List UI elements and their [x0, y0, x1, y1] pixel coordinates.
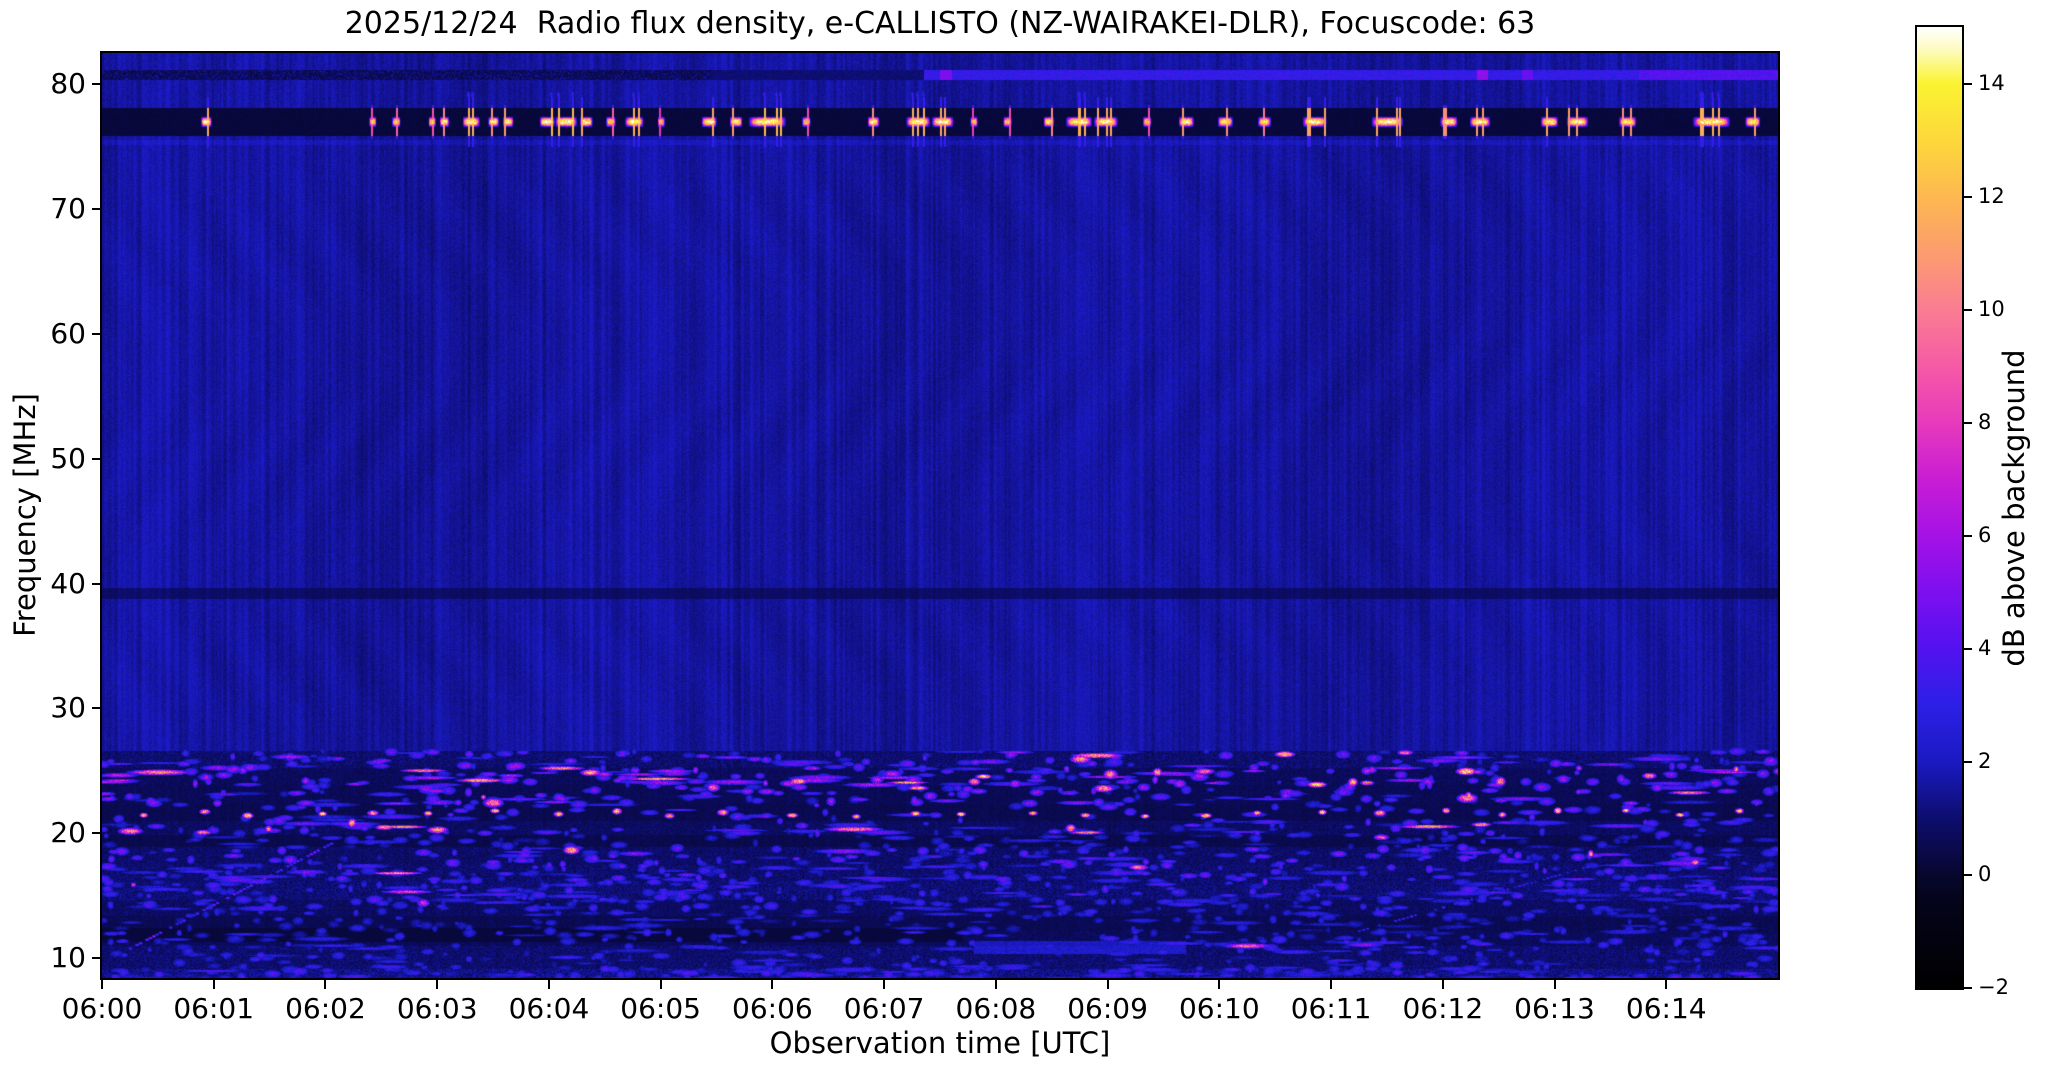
colorbar-tick-label: 4	[1978, 635, 1992, 660]
x-tick-mark	[659, 980, 662, 989]
colorbar-tick-label: 8	[1978, 409, 1992, 434]
x-tick-mark	[1665, 980, 1668, 989]
colorbar-tick-mark	[1964, 873, 1972, 876]
x-tick-mark	[547, 980, 550, 989]
colorbar-tick-mark	[1964, 987, 1972, 989]
colorbar-tick-mark	[1964, 534, 1972, 537]
x-tick-label: 06:04	[508, 992, 590, 1025]
x-tick-mark	[212, 980, 215, 989]
chart-title: 2025/12/24 Radio flux density, e-CALLIST…	[344, 6, 1536, 41]
x-tick-label: 06:00	[61, 992, 143, 1025]
colorbar-tick-label: 2	[1978, 748, 1992, 773]
y-tick-mark	[92, 957, 101, 960]
x-tick-mark	[101, 980, 103, 989]
x-tick-label: 06:14	[1625, 992, 1707, 1025]
y-tick-mark	[92, 208, 101, 211]
x-tick-label: 06:12	[1402, 992, 1484, 1025]
x-tick-label: 06:13	[1514, 992, 1595, 1025]
colorbar-tick-label: −2	[1978, 975, 2009, 999]
x-tick-mark	[771, 980, 774, 989]
x-axis-label: Observation time [UTC]	[769, 1026, 1111, 1060]
colorbar-gradient	[1917, 27, 1962, 988]
x-tick-mark	[1218, 980, 1221, 989]
x-tick-mark	[1330, 980, 1333, 989]
y-tick-mark	[92, 707, 101, 710]
y-tick-label: 40	[50, 566, 86, 600]
y-tick-label: 70	[50, 192, 86, 226]
y-tick-mark	[92, 83, 101, 86]
x-tick-mark	[324, 980, 327, 989]
x-tick-mark	[1553, 980, 1556, 989]
x-tick-label: 06:01	[173, 992, 255, 1025]
x-tick-label: 06:07	[843, 992, 925, 1025]
x-tick-label: 06:05	[620, 992, 701, 1025]
y-tick-label: 50	[50, 441, 86, 475]
y-tick-label: 80	[50, 67, 86, 101]
y-tick-mark	[92, 332, 101, 335]
y-tick-mark	[92, 457, 101, 460]
axes-frame	[100, 51, 1780, 980]
y-axis-label: Frequency [MHz]	[8, 393, 42, 637]
spectrogram-canvas	[102, 53, 1778, 978]
colorbar	[1915, 25, 1964, 990]
x-tick-mark	[994, 980, 997, 989]
x-tick-label: 06:08	[955, 992, 1037, 1025]
x-tick-mark	[883, 980, 886, 989]
colorbar-tick-label: 14	[1978, 70, 2005, 95]
x-tick-label: 06:02	[285, 992, 366, 1025]
y-tick-mark	[92, 832, 101, 835]
colorbar-tick-mark	[1964, 760, 1972, 763]
colorbar-tick-label: 6	[1978, 522, 1992, 547]
colorbar-tick-mark	[1964, 195, 1972, 198]
y-tick-label: 30	[50, 691, 86, 725]
y-tick-label: 20	[50, 816, 86, 850]
y-tick-label: 60	[50, 316, 86, 350]
x-tick-mark	[1441, 980, 1444, 989]
colorbar-tick-label: 12	[1978, 183, 2005, 208]
y-tick-label: 10	[50, 941, 86, 975]
x-tick-label: 06:11	[1290, 992, 1372, 1025]
y-tick-mark	[92, 582, 101, 585]
x-tick-mark	[436, 980, 439, 989]
x-tick-mark	[1106, 980, 1109, 989]
colorbar-tick-mark	[1964, 647, 1972, 650]
x-tick-label: 06:03	[396, 992, 478, 1025]
x-tick-label: 06:06	[732, 992, 813, 1025]
colorbar-tick-mark	[1964, 82, 1972, 85]
colorbar-tick-mark	[1964, 308, 1972, 311]
x-tick-label: 06:10	[1178, 992, 1260, 1025]
colorbar-tick-label: 10	[1978, 296, 2005, 321]
colorbar-label: dB above background	[1997, 349, 2031, 667]
x-tick-label: 06:09	[1067, 992, 1148, 1025]
colorbar-tick-mark	[1964, 421, 1972, 424]
colorbar-tick-label: 0	[1978, 861, 1992, 886]
